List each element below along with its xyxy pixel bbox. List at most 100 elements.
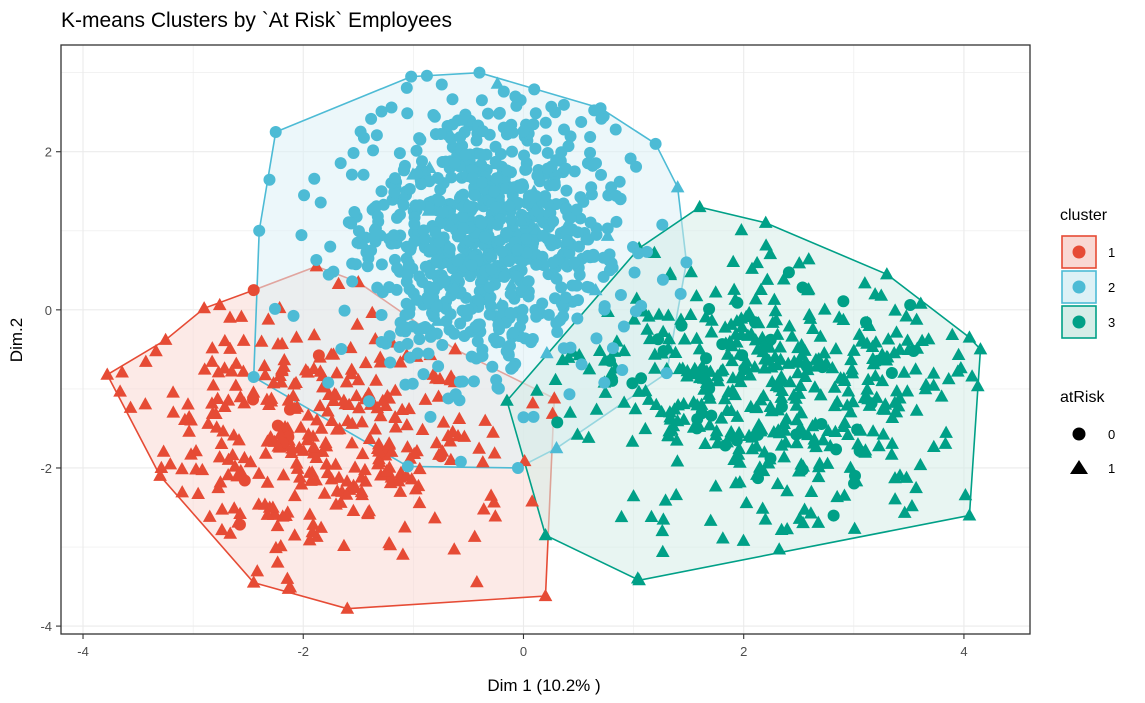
point-cluster-2: [516, 303, 529, 316]
point-cluster-3: [813, 329, 828, 342]
point-cluster-2: [308, 172, 321, 185]
point-cluster-2: [540, 346, 554, 359]
point-cluster-1: [218, 333, 232, 347]
point-cluster-3: [627, 312, 642, 325]
point-cluster-2: [570, 203, 583, 216]
point-cluster-3: [710, 369, 725, 382]
point-cluster-3: [705, 313, 719, 326]
point-cluster-2: [484, 291, 497, 304]
point-cluster-1: [138, 354, 153, 367]
point-cluster-2: [413, 199, 426, 212]
legend-label-cluster: 3: [1108, 315, 1115, 330]
point-cluster-3: [721, 347, 735, 360]
point-cluster-3: [718, 320, 732, 333]
point-cluster-2: [605, 181, 618, 194]
point-cluster-2: [456, 113, 469, 126]
point-cluster-3: [801, 282, 816, 295]
point-cluster-3: [726, 254, 741, 268]
point-cluster-2: [448, 279, 462, 293]
point-cluster-3: [926, 439, 941, 452]
point-cluster-2: [295, 229, 308, 242]
point-cluster-1: [166, 385, 180, 398]
point-cluster-2: [450, 272, 463, 285]
point-cluster-2: [475, 272, 489, 285]
point-cluster-3: [733, 367, 748, 381]
point-cluster-3: [872, 438, 886, 452]
point-cluster-1: [484, 488, 498, 501]
point-cluster-3: [806, 321, 820, 334]
point-cluster-1: [382, 536, 396, 549]
point-cluster-1: [303, 507, 317, 520]
point-cluster-2: [375, 308, 388, 321]
point-cluster-2: [402, 257, 415, 270]
point-cluster-2: [610, 189, 623, 202]
point-cluster-1: [251, 497, 266, 510]
point-cluster-3: [789, 398, 804, 411]
point-cluster-3: [821, 423, 835, 437]
point-cluster-2: [444, 132, 457, 145]
point-cluster-3: [785, 329, 799, 342]
point-cluster-2: [464, 270, 477, 283]
legend-marker: [1072, 280, 1086, 294]
point-cluster-3: [718, 392, 732, 405]
point-cluster-3: [715, 362, 730, 376]
point-cluster-1: [205, 354, 219, 367]
point-cluster-1: [331, 276, 346, 290]
point-cluster-3: [803, 311, 818, 324]
point-cluster-2: [551, 325, 564, 338]
point-cluster-1: [205, 341, 220, 354]
point-cluster-1: [488, 509, 503, 522]
point-cluster-1: [318, 435, 333, 449]
point-cluster-1: [346, 503, 361, 516]
point-cluster-1: [271, 439, 286, 452]
point-cluster-1: [277, 352, 292, 366]
legend-label-cluster: 2: [1108, 280, 1115, 295]
point-cluster-3: [800, 362, 815, 376]
point-cluster-3: [877, 402, 892, 415]
point-cluster-1: [276, 359, 291, 372]
point-cluster-3: [843, 405, 858, 418]
point-cluster-2: [478, 231, 491, 244]
legend-key-cluster-1: [1061, 235, 1097, 269]
point-cluster-1: [327, 386, 342, 400]
point-cluster-1: [321, 404, 335, 417]
point-cluster-2: [375, 335, 388, 348]
point-cluster-3: [711, 435, 725, 449]
point-cluster-2: [489, 140, 502, 153]
point-cluster-2: [363, 395, 376, 408]
point-cluster-1: [264, 391, 279, 404]
point-cluster-3: [793, 355, 807, 368]
point-cluster-3: [762, 452, 777, 465]
point-cluster-3: [843, 460, 858, 473]
point-cluster-2: [403, 351, 416, 364]
point-cluster-1: [115, 365, 129, 378]
point-cluster-2: [511, 461, 524, 474]
point-cluster-1: [305, 524, 320, 538]
point-cluster-2: [500, 128, 513, 141]
point-cluster-2: [385, 101, 398, 114]
point-cluster-1: [486, 425, 500, 438]
point-cluster-1: [123, 400, 138, 413]
point-cluster-3: [692, 419, 707, 432]
point-cluster-2: [437, 276, 450, 289]
point-cluster-3: [661, 428, 675, 442]
point-cluster-3: [794, 348, 809, 361]
point-cluster-3: [765, 374, 779, 388]
point-cluster-2: [547, 215, 560, 228]
point-cluster-3: [641, 392, 656, 405]
point-cluster-2: [443, 242, 456, 255]
point-cluster-1: [274, 375, 289, 388]
point-cluster-2: [546, 256, 559, 269]
point-cluster-3: [674, 312, 688, 325]
point-cluster-2: [375, 105, 388, 118]
point-cluster-2: [338, 304, 351, 317]
point-cluster-3: [866, 424, 880, 437]
point-cluster-3: [909, 312, 924, 325]
point-cluster-3: [789, 436, 804, 449]
point-cluster-1: [443, 434, 457, 447]
point-cluster-2: [550, 317, 563, 330]
point-cluster-3: [530, 383, 544, 396]
point-cluster-3: [563, 405, 578, 418]
point-cluster-2: [584, 216, 597, 229]
